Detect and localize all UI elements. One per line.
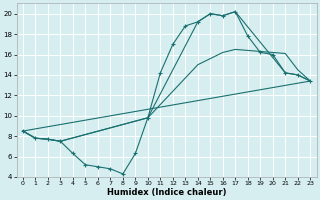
X-axis label: Humidex (Indice chaleur): Humidex (Indice chaleur) xyxy=(107,188,226,197)
